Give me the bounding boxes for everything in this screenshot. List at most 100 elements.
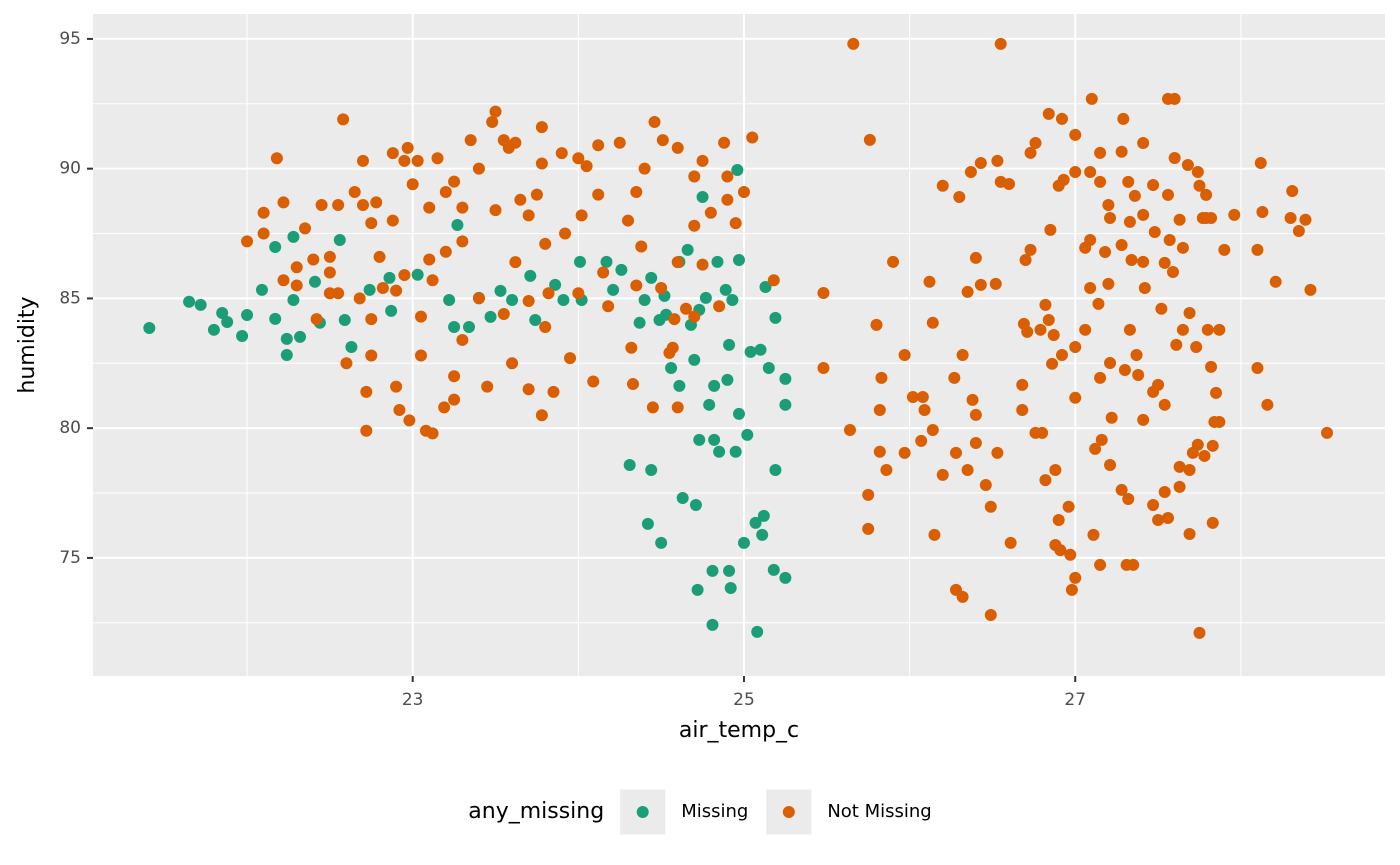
point: [817, 361, 830, 374]
point: [1115, 145, 1128, 158]
point: [754, 343, 767, 356]
point: [749, 516, 762, 529]
point: [1147, 179, 1160, 192]
point: [277, 196, 290, 209]
point: [555, 147, 568, 160]
point: [1170, 338, 1183, 351]
point: [236, 330, 249, 343]
point: [723, 338, 736, 351]
point: [443, 293, 456, 306]
point: [918, 404, 931, 417]
point: [439, 186, 452, 199]
point: [1062, 500, 1075, 513]
point: [1085, 92, 1098, 105]
point: [1057, 173, 1070, 186]
point: [607, 283, 620, 296]
point: [401, 141, 414, 154]
point: [575, 209, 588, 222]
point: [464, 134, 477, 147]
point: [414, 310, 427, 323]
point: [713, 300, 726, 313]
point: [1092, 297, 1105, 310]
point: [1196, 211, 1209, 224]
point: [875, 371, 888, 384]
point: [290, 261, 303, 274]
point: [1042, 107, 1055, 120]
point: [1201, 323, 1214, 336]
point: [744, 345, 757, 358]
x-tick-label: 23: [402, 690, 424, 710]
point: [280, 332, 293, 345]
point: [1069, 128, 1082, 141]
point: [332, 287, 345, 300]
point: [756, 528, 769, 541]
point: [1047, 329, 1060, 342]
point: [323, 287, 336, 300]
point: [953, 190, 966, 203]
point: [340, 357, 353, 370]
point: [638, 293, 651, 306]
point: [383, 271, 396, 284]
point: [1034, 323, 1047, 336]
point: [597, 266, 610, 279]
point: [1104, 459, 1117, 472]
point: [759, 281, 772, 294]
x-tick-label: 27: [1064, 690, 1086, 710]
point: [1089, 442, 1102, 455]
point: [979, 479, 992, 492]
point: [539, 320, 552, 333]
point: [737, 186, 750, 199]
point: [1168, 152, 1181, 165]
point: [880, 463, 893, 476]
point: [1321, 426, 1334, 439]
point: [385, 304, 398, 317]
point: [1213, 415, 1226, 428]
point: [1205, 360, 1218, 373]
point: [1183, 463, 1196, 476]
y-tick-label: 80: [59, 418, 81, 438]
point: [486, 115, 499, 128]
point: [948, 371, 961, 384]
point: [926, 316, 939, 329]
point: [1099, 245, 1112, 258]
point: [1069, 166, 1082, 179]
legend-label: Not Missing: [827, 801, 931, 822]
point: [718, 136, 731, 149]
point: [522, 209, 535, 222]
point: [356, 154, 369, 167]
point: [665, 361, 678, 374]
point: [1117, 112, 1130, 125]
point: [1132, 368, 1145, 381]
point: [1102, 277, 1115, 290]
point: [365, 217, 378, 230]
point: [733, 254, 745, 267]
point: [587, 375, 600, 388]
point: [390, 380, 403, 393]
point: [1016, 378, 1029, 391]
point: [916, 391, 929, 404]
point: [706, 618, 719, 631]
point: [287, 230, 300, 243]
point: [398, 154, 411, 167]
point: [961, 285, 974, 298]
point: [269, 312, 282, 325]
point: [338, 313, 351, 326]
point: [731, 163, 744, 176]
point: [1084, 234, 1097, 247]
point: [564, 352, 577, 365]
point: [613, 136, 626, 149]
point: [456, 333, 469, 346]
point: [991, 154, 1004, 167]
point: [626, 378, 639, 391]
point: [729, 445, 742, 458]
point: [1163, 234, 1176, 247]
point: [559, 227, 572, 240]
point: [688, 353, 701, 366]
point: [696, 258, 709, 271]
point: [862, 488, 875, 501]
point: [994, 37, 1007, 50]
point: [365, 313, 378, 326]
y-axis-title: humidity: [15, 296, 40, 393]
